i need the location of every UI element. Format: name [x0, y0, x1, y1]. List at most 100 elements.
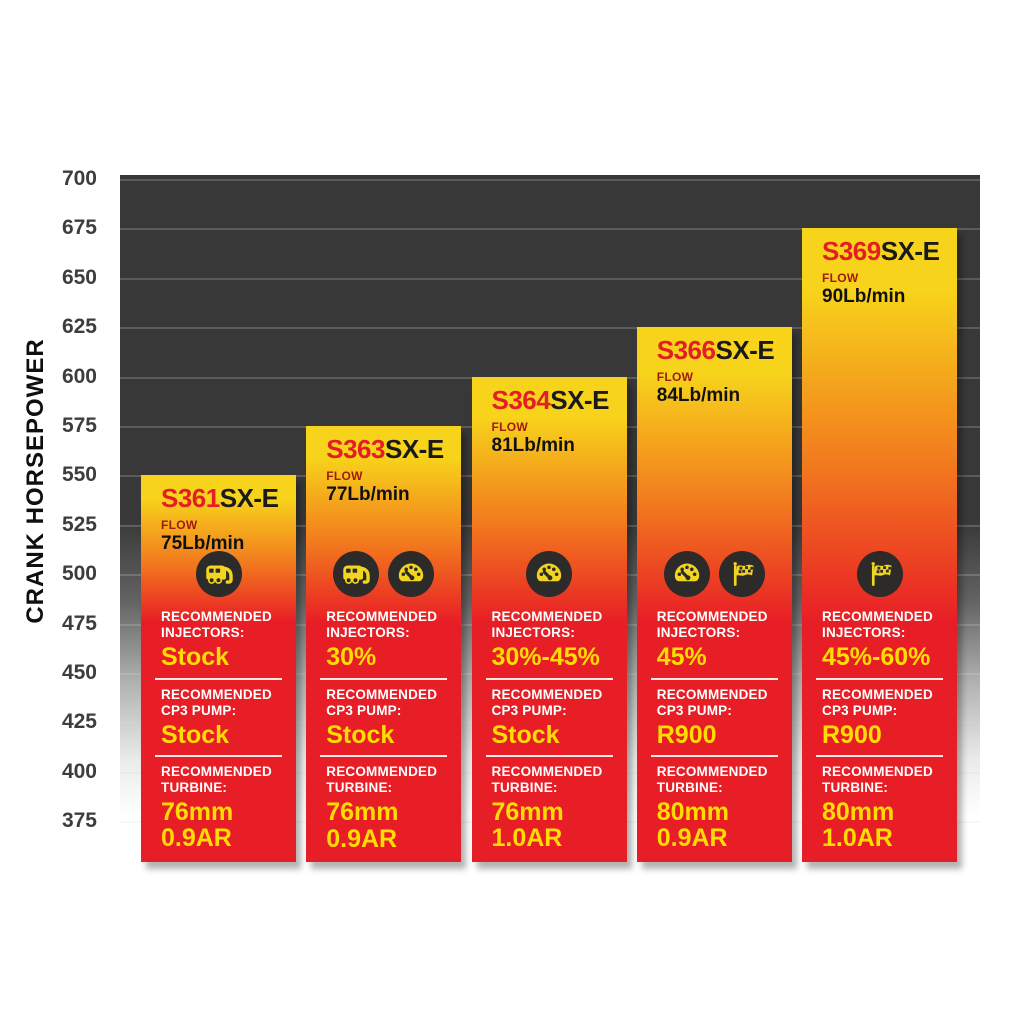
model-number: S364	[491, 384, 551, 415]
flow-label: FLOW	[161, 518, 198, 533]
spec-section: RECOMMENDED CP3 PUMP: R900	[657, 687, 782, 748]
spec-section: RECOMMENDED CP3 PUMP: Stock	[326, 687, 451, 748]
spec-divider	[155, 755, 282, 758]
flow-value: 75Lb/min	[161, 533, 245, 555]
gauge-icon	[526, 551, 572, 598]
spec-section: RECOMMENDED CP3 PUMP: R900	[822, 687, 947, 748]
spec-section: RECOMMENDED TURBINE: 76mm 0.9AR	[161, 764, 286, 852]
y-tick-label: 700	[61, 167, 97, 190]
flow-value: 84Lb/min	[656, 385, 741, 407]
spec-label: RECOMMENDED INJECTORS:	[491, 609, 603, 641]
spec-divider	[485, 677, 613, 680]
y-tick-label: 525	[61, 512, 97, 536]
spec-divider	[816, 755, 943, 758]
y-tick-label: 375	[61, 809, 97, 833]
model-name: S361SX-E	[161, 485, 286, 512]
flow-label: FLOW	[822, 271, 859, 286]
spec-value: Stock	[161, 720, 230, 749]
bar-header: S364SX-E FLOW 81Lb/min	[472, 377, 627, 456]
gridline	[120, 277, 980, 280]
model-suffix: SX-E	[880, 236, 940, 267]
turbo-bar-s364: S364SX-E FLOW 81Lb/min RECOMMENDED INJECTO…	[471, 376, 627, 862]
model-number: S366	[656, 335, 716, 366]
model-suffix: SX-E	[550, 384, 609, 415]
spec-label: RECOMMENDED CP3 PUMP:	[491, 686, 603, 718]
race-flag-icon	[718, 551, 765, 598]
flow-label: FLOW	[326, 469, 363, 483]
spec-value: Stock	[161, 643, 230, 672]
camper-icon	[195, 551, 242, 598]
spec-label: RECOMMENDED TURBINE:	[326, 764, 438, 796]
spec-label: RECOMMENDED TURBINE:	[822, 764, 933, 796]
flow-label: FLOW	[491, 419, 529, 434]
spec-section: RECOMMENDED CP3 PUMP: Stock	[161, 687, 286, 748]
spec-value: R900	[656, 720, 717, 749]
y-tick-label: 400	[61, 759, 97, 783]
model-suffix: SX-E	[715, 335, 775, 366]
model-name: S363SX-E	[326, 436, 451, 463]
icon-row	[637, 551, 792, 598]
spec-divider	[320, 677, 448, 680]
spec-label: RECOMMENDED CP3 PUMP:	[656, 686, 768, 718]
gauge-icon	[663, 551, 710, 598]
y-tick-label: 500	[61, 562, 97, 586]
spec-section: RECOMMENDED TURBINE: 76mm 0.9AR	[326, 764, 451, 852]
spec-value: 80mm 0.9AR	[656, 797, 730, 853]
model-suffix: SX-E	[384, 434, 444, 464]
y-tick-label: 600	[61, 364, 97, 388]
icon-row	[472, 551, 627, 598]
y-tick-label: 675	[61, 216, 97, 240]
turbo-bar-s369: S369SX-E FLOW 90Lb/min RECOMMENDED INJECTO…	[802, 228, 957, 862]
spec-value: Stock	[326, 720, 395, 749]
spec-section: RECOMMENDED INJECTORS: 45%	[657, 609, 782, 670]
model-number: S361	[161, 483, 220, 514]
spec-label: RECOMMENDED TURBINE:	[656, 764, 768, 796]
y-tick-label: 650	[61, 265, 97, 289]
model-name: S366SX-E	[657, 337, 782, 364]
gridline	[120, 179, 980, 181]
race-flag-icon	[856, 551, 903, 598]
spec-value: 76mm 0.9AR	[326, 798, 399, 853]
gridline	[120, 327, 980, 330]
camper-icon	[333, 551, 380, 598]
spec-section: RECOMMENDED INJECTORS: Stock	[161, 609, 286, 670]
spec-divider	[320, 755, 448, 758]
spec-section: RECOMMENDED CP3 PUMP: Stock	[492, 687, 617, 748]
turbo-bar-s366: S366SX-E FLOW 84Lb/min RECOMMENDED INJECTO…	[636, 327, 792, 862]
y-tick-label: 475	[61, 611, 97, 635]
flow-value: 77Lb/min	[326, 484, 410, 505]
spec-section: RECOMMENDED INJECTORS: 45%-60%	[822, 609, 947, 670]
model-number: S369	[822, 236, 881, 267]
bar-header: S366SX-E FLOW 84Lb/min	[637, 327, 792, 406]
spec-label: RECOMMENDED INJECTORS:	[161, 609, 272, 641]
spec-value: 76mm 1.0AR	[491, 797, 564, 853]
bar-specs: RECOMMENDED INJECTORS: 30%-45% RECOMMENDED…	[472, 551, 627, 862]
bar-header: S363SX-E FLOW 77Lb/min	[306, 426, 461, 505]
spec-section: RECOMMENDED TURBINE: 80mm 1.0AR	[822, 764, 947, 852]
spec-label: RECOMMENDED TURBINE:	[491, 764, 603, 796]
flow-value: 81Lb/min	[491, 434, 575, 456]
spec-value: 80mm 1.0AR	[822, 797, 895, 853]
icon-row	[306, 551, 461, 598]
gauge-icon	[388, 551, 435, 598]
turbo-bar-s363: S363SX-E FLOW 77Lb/min RECOMMENDED INJECTO…	[306, 426, 462, 862]
spec-value: 45%	[656, 643, 707, 672]
model-number: S363	[326, 434, 385, 464]
flow-label: FLOW	[656, 370, 694, 385]
spec-divider	[650, 677, 778, 680]
icon-row	[141, 551, 296, 598]
y-tick-label: 450	[61, 661, 97, 684]
turbo-bar-s361: S361SX-E FLOW 75Lb/min RECOMMENDED INJECTO…	[141, 475, 296, 862]
spec-label: RECOMMENDED INJECTORS:	[822, 609, 933, 641]
spec-section: RECOMMENDED INJECTORS: 30%-45%	[492, 609, 617, 670]
spec-value: 30%	[326, 643, 377, 672]
model-name: S369SX-E	[822, 238, 947, 265]
spec-value: 30%-45%	[491, 643, 600, 672]
bar-specs: RECOMMENDED INJECTORS: Stock RECOMMENDED C…	[141, 551, 296, 862]
spec-divider	[650, 755, 778, 758]
spec-label: RECOMMENDED TURBINE:	[161, 764, 272, 796]
y-tick-label: 575	[61, 414, 97, 437]
bar-specs: RECOMMENDED INJECTORS: 45%-60% RECOMMENDED…	[802, 551, 957, 862]
spec-label: RECOMMENDED CP3 PUMP:	[161, 686, 272, 718]
